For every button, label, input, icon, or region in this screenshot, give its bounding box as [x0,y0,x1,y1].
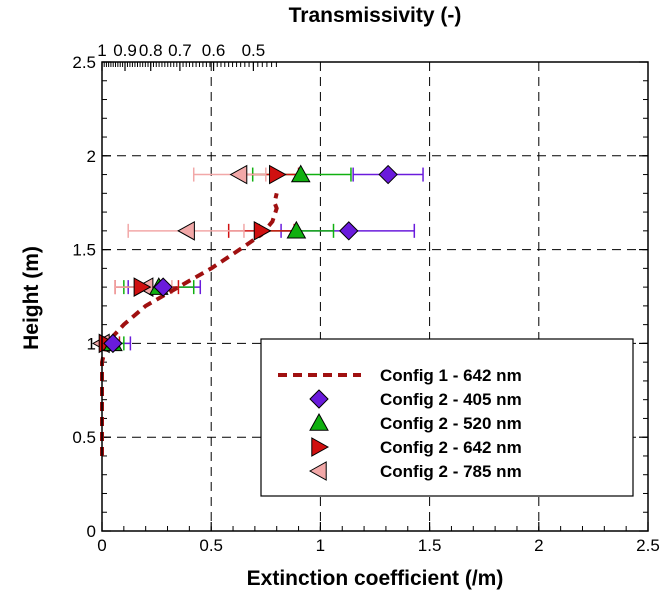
top-tick-label: 0.9 [113,41,137,60]
plot-frame [101,61,649,532]
top-tick-label: 1 [97,41,106,60]
top-tick-label: 0.8 [139,41,163,60]
y-tick-label: 1.5 [72,241,96,260]
diamond-marker [378,164,398,185]
triangle-up-marker [309,412,329,431]
legend-entry: Config 1 - 642 nm [380,366,522,385]
y-axis-title: Height (m) [20,246,43,350]
diamond-marker [309,389,329,409]
x-tick-label: 0 [97,536,106,555]
legend-entry: Config 2 - 405 nm [380,390,522,409]
triangle-right-marker [269,164,287,185]
legend-entry: Config 2 - 785 nm [380,462,522,481]
legend-entry: Config 2 - 642 nm [380,438,522,457]
x-tick-label: 1 [316,536,325,555]
diamond-marker [153,277,173,297]
y-tick-label: 1 [87,334,96,353]
y-tick-label: 0.5 [72,428,96,447]
triangle-right-marker [253,220,272,241]
triangle-up-marker [290,164,311,183]
triangle-left-marker [229,164,248,185]
top-tick-label: 0.7 [168,41,192,60]
triangle-right-marker [133,277,152,297]
y-tick-label: 0 [87,522,96,541]
diamond-marker [103,333,123,354]
legend: Config 1 - 642 nm Config 2 - 405 nm Config… [260,338,634,497]
triangle-right-marker [311,437,330,457]
top-axis-title: Transmissivity (-) [289,4,462,27]
y-tick-label: 2.5 [72,53,96,72]
x-axis-title: Extinction coefficient (/m) [247,567,504,590]
x-tick-label: 1.5 [418,536,442,555]
x-tick-label: 2.5 [636,536,660,555]
legend-entry: Config 2 - 520 nm [380,414,522,433]
plot-area [91,164,424,456]
triangle-left-marker [308,461,327,481]
top-tick-label: 0.5 [242,41,266,60]
x-tick-label: 2 [534,536,543,555]
diamond-marker [339,221,359,241]
triangle-up-marker [286,220,307,239]
top-tick-label: 0.6 [202,41,226,60]
y-tick-label: 2 [87,147,96,166]
x-tick-label: 0.5 [199,536,223,555]
triangle-left-marker [177,220,195,241]
axis-ticks: 0 0.5 1 1.5 2 2.500.511.522.51 0.9 0.8 0.7 0.6 0.5 [72,41,659,555]
